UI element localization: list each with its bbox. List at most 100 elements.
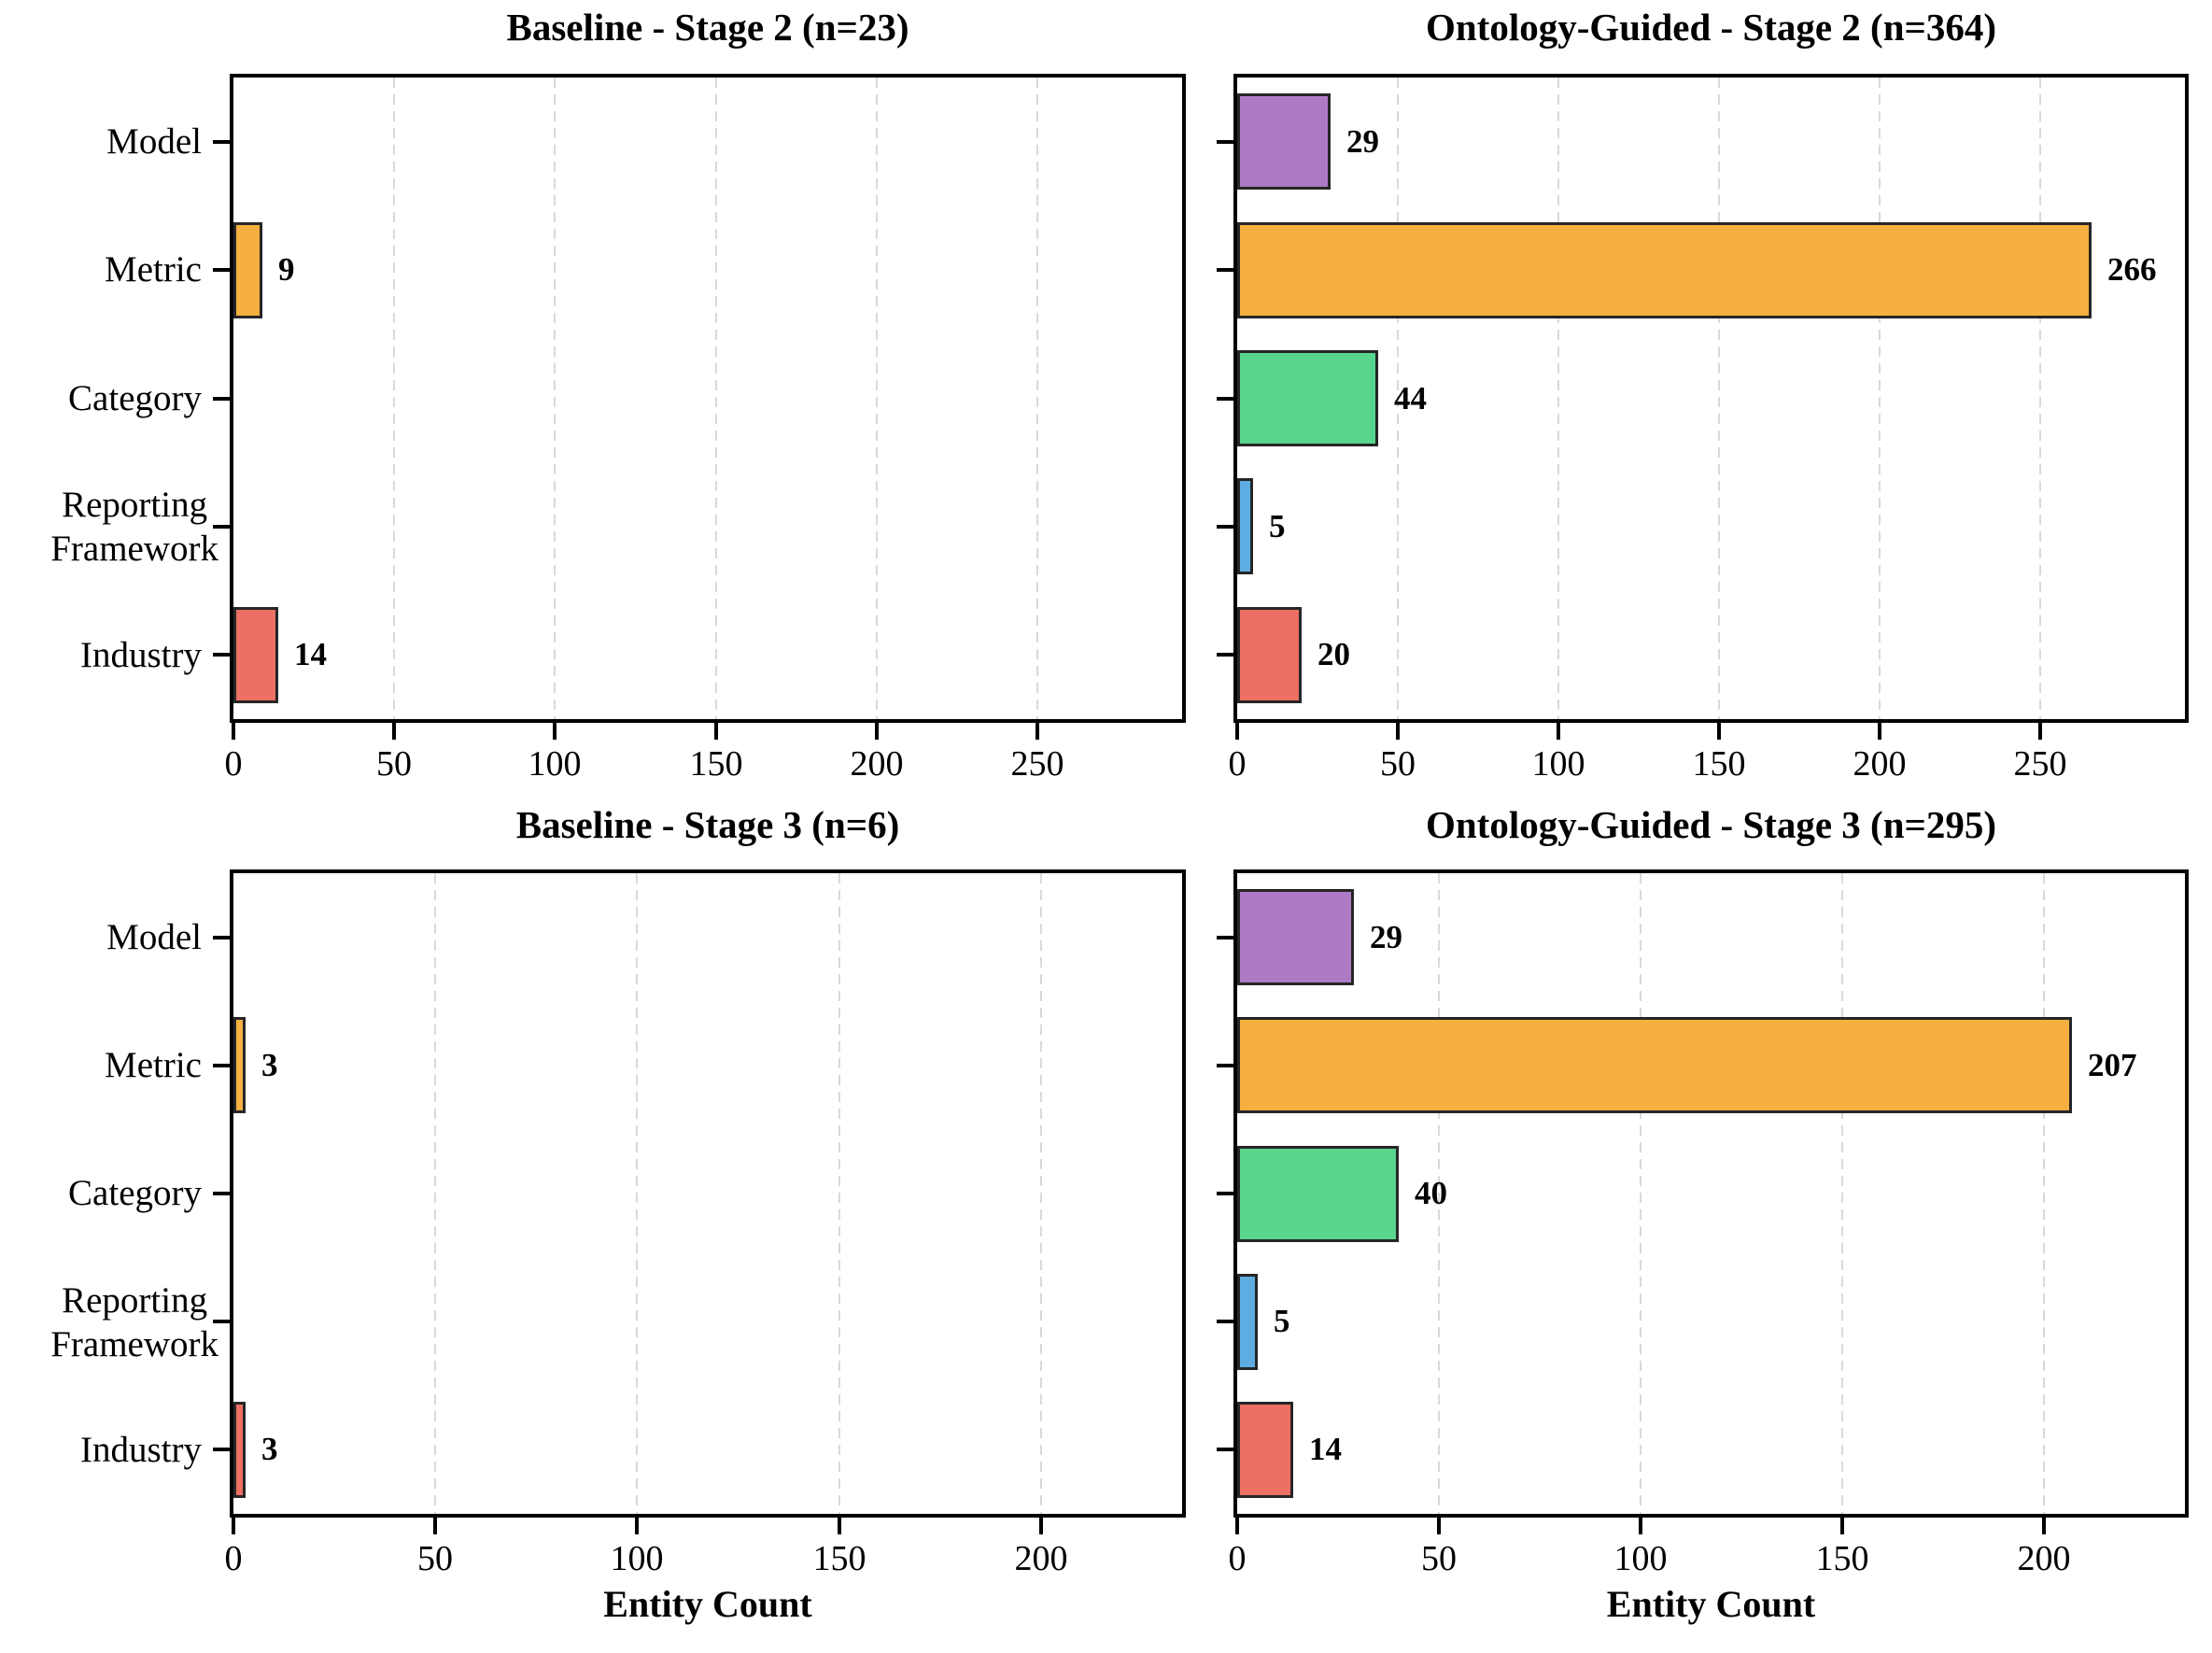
y-tick-mark bbox=[1217, 1320, 1233, 1323]
bar-industry bbox=[233, 607, 278, 703]
x-tick-label-150: 150 bbox=[1815, 1539, 1869, 1578]
x-tick-label-100: 100 bbox=[1531, 744, 1585, 784]
x-tick-mark-0 bbox=[1235, 1514, 1239, 1534]
y-tick-mark bbox=[1217, 140, 1233, 144]
gridline-x-250 bbox=[2039, 78, 2041, 719]
x-tick-mark-200 bbox=[1039, 1514, 1043, 1534]
x-tick-mark-150 bbox=[1840, 1514, 1844, 1534]
bar-value-label-model: 29 bbox=[1346, 123, 1379, 160]
y-tick-mark bbox=[1217, 1192, 1233, 1195]
y-category-label-reporting-framework: Reporting Framework bbox=[50, 484, 218, 569]
bar-metric bbox=[1237, 222, 2092, 318]
gridline-x-100 bbox=[636, 873, 638, 1514]
x-tick-mark-150 bbox=[838, 1514, 841, 1534]
x-tick-mark-200 bbox=[875, 719, 879, 740]
y-category-label-metric: Metric bbox=[105, 1045, 202, 1085]
y-tick-mark bbox=[213, 1064, 230, 1067]
bar-value-label-metric: 207 bbox=[2088, 1047, 2137, 1083]
y-tick-mark bbox=[213, 1320, 230, 1323]
bar-model bbox=[1237, 93, 1331, 190]
gridline-x-200 bbox=[1040, 873, 1042, 1514]
x-tick-mark-100 bbox=[635, 1514, 639, 1534]
gridline-x-100 bbox=[1640, 873, 1641, 1514]
gridline-x-200 bbox=[2043, 873, 2045, 1514]
y-tick-mark bbox=[1217, 653, 1233, 657]
bar-industry bbox=[1237, 607, 1302, 703]
x-tick-label-150: 150 bbox=[812, 1539, 866, 1578]
chart-title: Ontology-Guided - Stage 3 (n=295) bbox=[1425, 803, 1997, 846]
y-tick-mark bbox=[1217, 1064, 1233, 1067]
x-tick-mark-200 bbox=[2042, 1514, 2046, 1534]
x-tick-label-0: 0 bbox=[224, 1539, 243, 1578]
y-tick-mark bbox=[213, 1448, 230, 1451]
chart-title: Ontology-Guided - Stage 2 (n=364) bbox=[1425, 6, 1997, 49]
x-tick-label-100: 100 bbox=[610, 1539, 664, 1578]
plot-area: 29 207 40 5 14 0 50 100 150 200 bbox=[1217, 869, 2189, 1578]
x-tick-label-200: 200 bbox=[1014, 1539, 1068, 1578]
x-tick-mark-50 bbox=[433, 1514, 437, 1534]
y-tick-mark bbox=[213, 268, 230, 272]
x-tick-label-0: 0 bbox=[224, 744, 243, 784]
gridline-x-50 bbox=[434, 873, 436, 1514]
x-tick-label-50: 50 bbox=[1421, 1539, 1457, 1578]
x-tick-label-250: 250 bbox=[1010, 744, 1064, 784]
bar-model bbox=[1237, 889, 1354, 985]
bar-value-label-industry: 3 bbox=[261, 1431, 278, 1467]
x-tick-label-150: 150 bbox=[1692, 744, 1746, 784]
x-tick-mark-100 bbox=[1557, 719, 1560, 740]
gridline-x-150 bbox=[1718, 78, 1720, 719]
gridline-x-50 bbox=[1397, 78, 1399, 719]
y-category-label-industry: Industry bbox=[80, 635, 202, 675]
y-tick-mark bbox=[1217, 268, 1233, 272]
x-axis-label: Entity Count bbox=[603, 1583, 812, 1625]
chart-title: Baseline - Stage 3 (n=6) bbox=[515, 803, 900, 846]
bar-industry bbox=[1237, 1402, 1293, 1498]
gridline-x-50 bbox=[393, 78, 395, 719]
x-tick-mark-0 bbox=[1235, 719, 1239, 740]
x-tick-mark-50 bbox=[1437, 1514, 1441, 1534]
y-category-label-reporting-framework: Reporting Framework bbox=[50, 1279, 218, 1364]
bar-category bbox=[1237, 350, 1378, 446]
y-tick-mark bbox=[1217, 936, 1233, 940]
bar-value-label-reporting-framework: 5 bbox=[1269, 508, 1286, 544]
x-tick-mark-0 bbox=[232, 719, 235, 740]
x-tick-label-250: 250 bbox=[2013, 744, 2067, 784]
bar-value-label-industry: 14 bbox=[1309, 1431, 1342, 1467]
gridline-x-150 bbox=[838, 873, 840, 1514]
y-category-label-model: Model bbox=[106, 917, 202, 957]
x-tick-mark-250 bbox=[2038, 719, 2042, 740]
gridline-x-100 bbox=[1557, 78, 1559, 719]
x-tick-mark-0 bbox=[232, 1514, 235, 1534]
plot-area: 29 266 44 5 20 0 50 100 150 200 250 bbox=[1217, 74, 2189, 784]
x-tick-mark-150 bbox=[1717, 719, 1721, 740]
y-tick-mark bbox=[213, 140, 230, 144]
y-category-label-metric: Metric bbox=[105, 249, 202, 290]
bar-value-label-model: 29 bbox=[1370, 919, 1402, 955]
gridline-x-200 bbox=[876, 78, 878, 719]
x-tick-label-100: 100 bbox=[528, 744, 582, 784]
y-tick-mark bbox=[213, 936, 230, 940]
y-tick-mark bbox=[213, 653, 230, 657]
x-axis-label: Entity Count bbox=[1606, 1583, 1816, 1625]
x-tick-label-50: 50 bbox=[1380, 744, 1416, 784]
x-tick-label-0: 0 bbox=[1228, 1539, 1247, 1578]
gridline-x-250 bbox=[1036, 78, 1038, 719]
y-tick-mark bbox=[213, 397, 230, 401]
x-tick-mark-100 bbox=[553, 719, 557, 740]
gridline-x-200 bbox=[1879, 78, 1881, 719]
x-tick-label-50: 50 bbox=[417, 1539, 453, 1578]
bar-value-label-metric: 3 bbox=[261, 1047, 278, 1083]
x-tick-label-150: 150 bbox=[689, 744, 743, 784]
gridline-x-150 bbox=[1841, 873, 1843, 1514]
gridline-x-150 bbox=[715, 78, 717, 719]
x-tick-label-100: 100 bbox=[1613, 1539, 1668, 1578]
gridline-x-50 bbox=[1438, 873, 1440, 1514]
bar-value-label-category: 44 bbox=[1394, 380, 1427, 417]
bar-metric bbox=[1237, 1017, 2072, 1113]
y-category-label-category: Category bbox=[68, 378, 202, 418]
x-tick-label-200: 200 bbox=[2017, 1539, 2071, 1578]
y-tick-mark bbox=[1217, 525, 1233, 529]
bar-value-label-metric: 266 bbox=[2107, 251, 2157, 288]
x-tick-mark-200 bbox=[1878, 719, 1881, 740]
